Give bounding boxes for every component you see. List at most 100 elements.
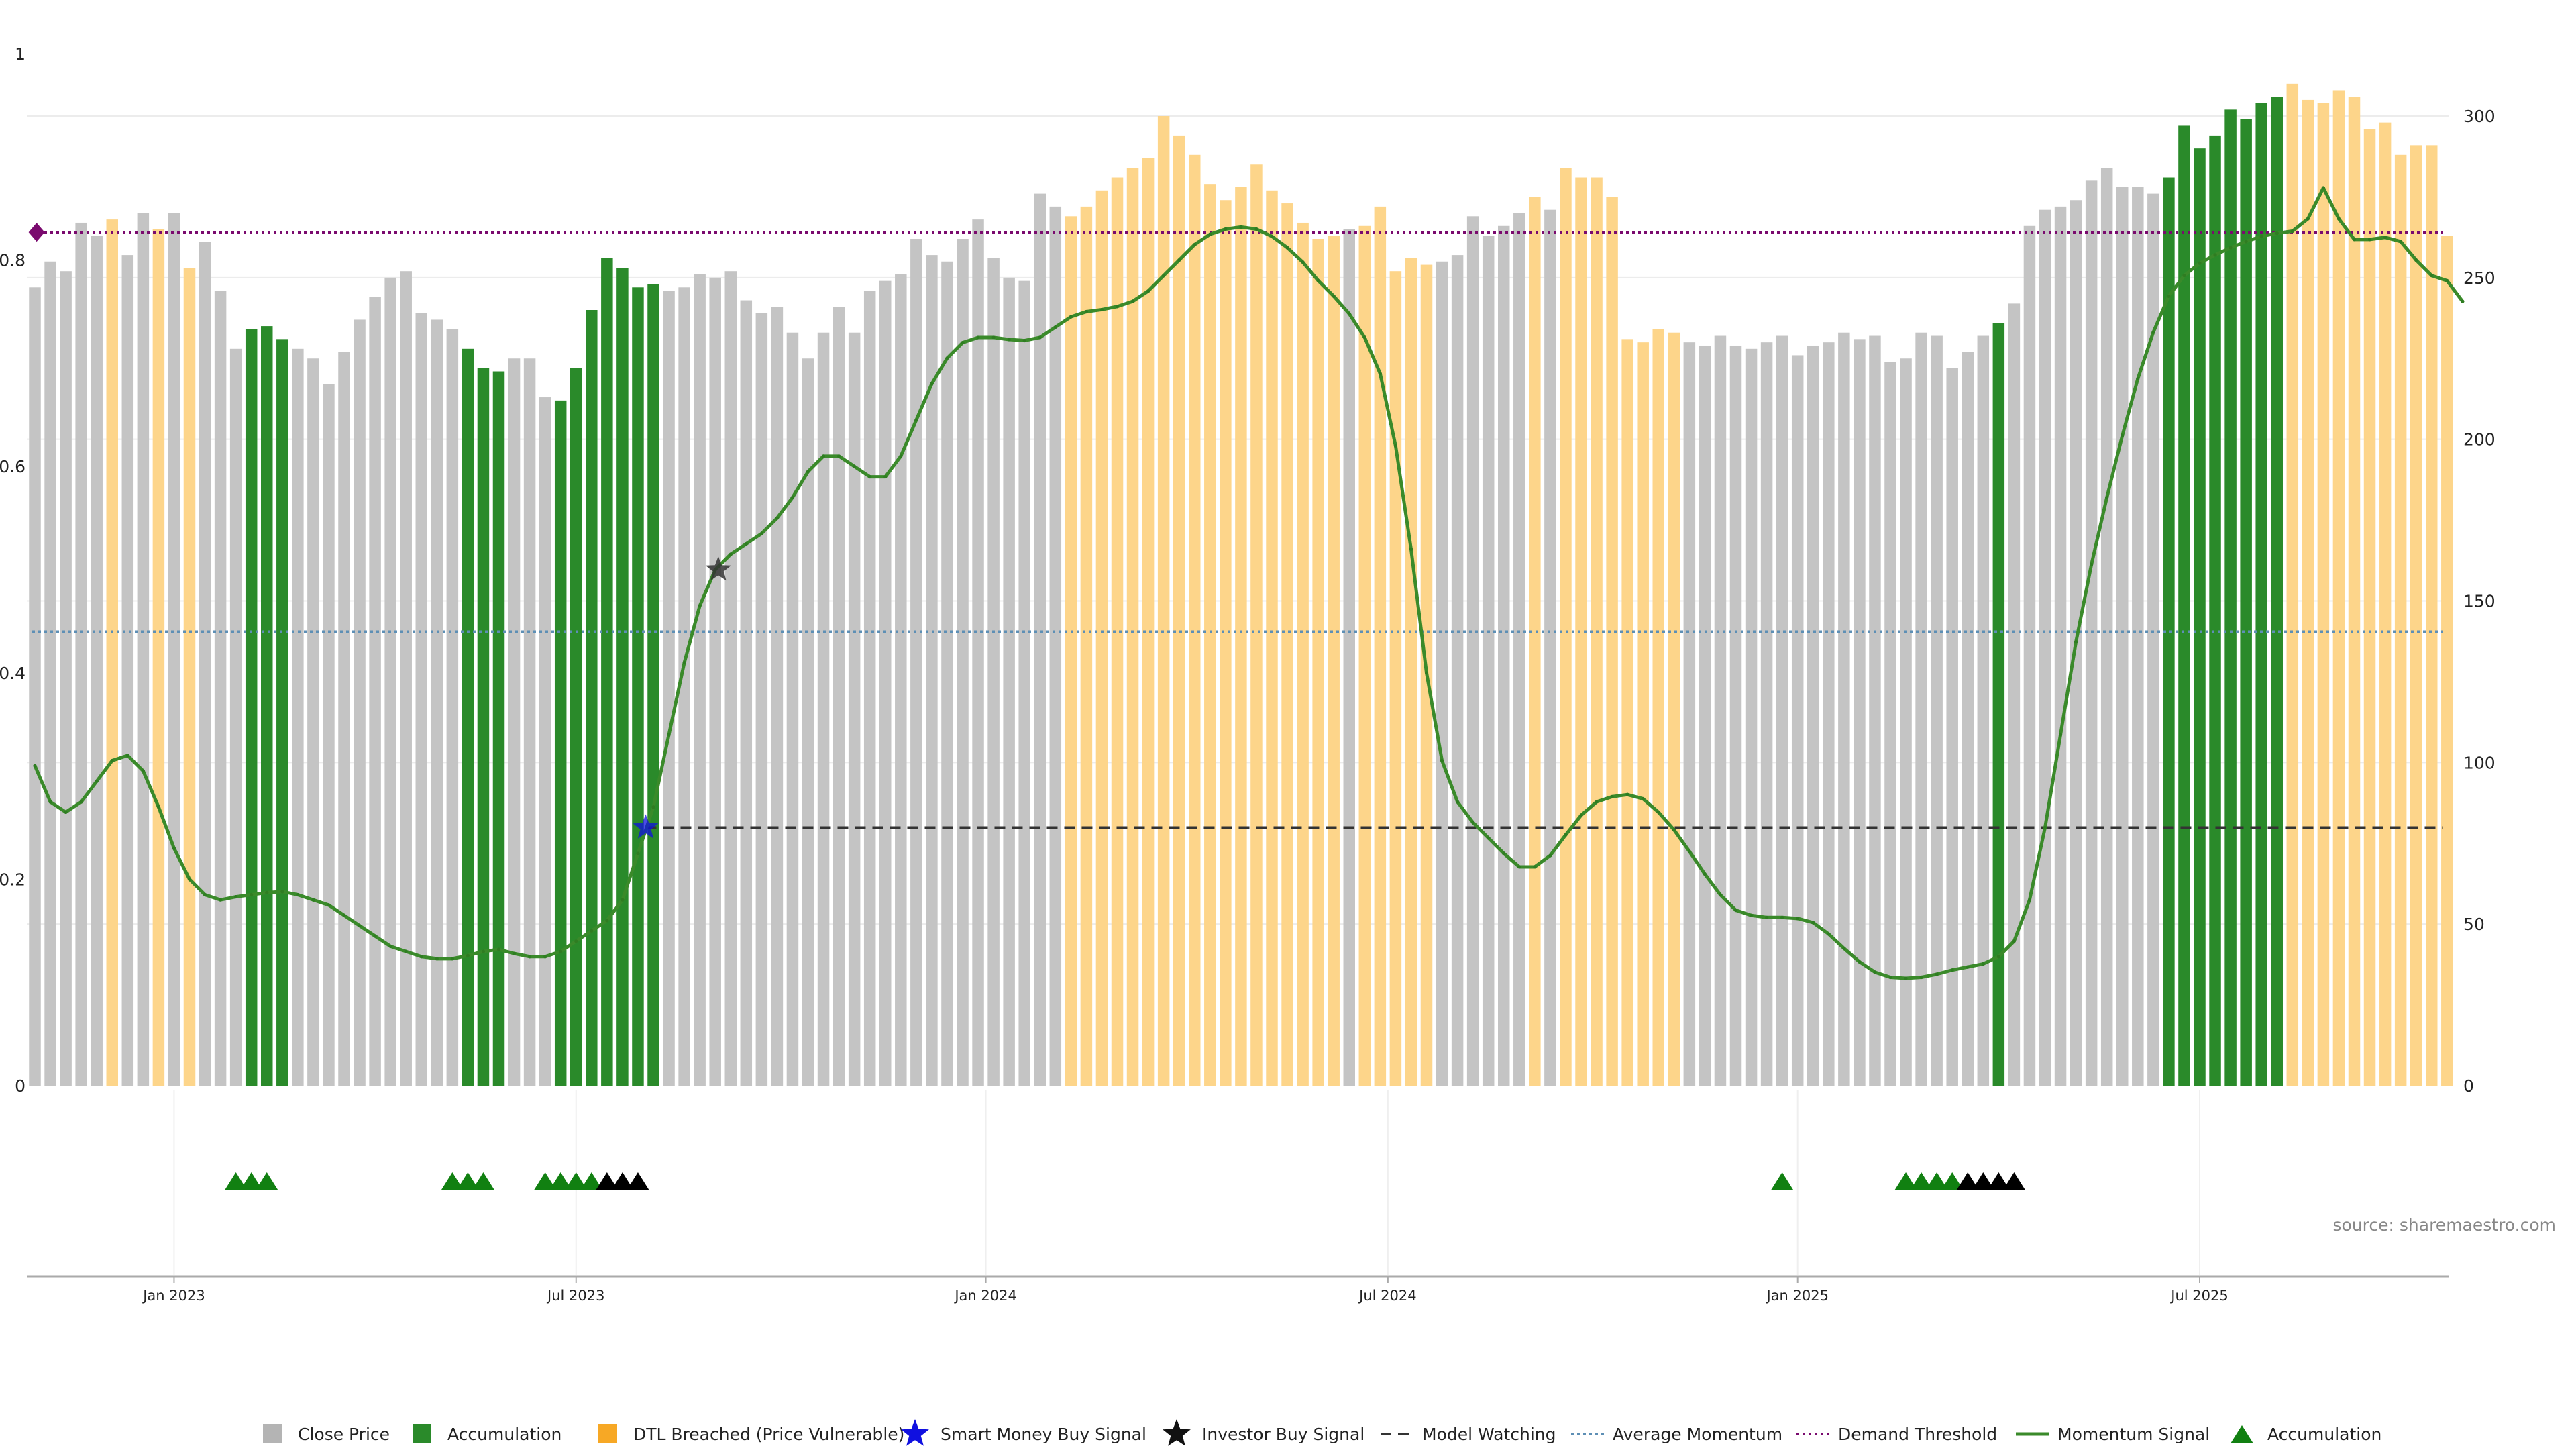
accumulation-marker xyxy=(565,1172,588,1190)
momentum-point xyxy=(1053,325,1057,329)
close-price-bar xyxy=(941,261,953,1086)
legend-label: Demand Threshold xyxy=(1838,1424,1997,1444)
accumulation-marker xyxy=(1925,1172,1948,1190)
dtl-breached-bar xyxy=(2332,90,2345,1086)
momentum-point xyxy=(1409,547,1413,551)
close-price-bar xyxy=(1498,225,1510,1086)
momentum-point xyxy=(775,516,779,520)
momentum-point xyxy=(95,779,99,783)
momentum-point xyxy=(1827,932,1831,936)
momentum-point xyxy=(1610,794,1614,798)
close-price-bar xyxy=(323,384,335,1086)
close-price-bar xyxy=(29,287,41,1086)
legend-item: Smart Money Buy Signal xyxy=(901,1419,1146,1446)
momentum-point xyxy=(48,800,52,804)
legend-square-icon xyxy=(413,1424,431,1443)
close-price-bar xyxy=(137,213,150,1086)
momentum-point xyxy=(651,805,655,809)
momentum-point xyxy=(2043,825,2047,830)
close-price-bar xyxy=(384,277,396,1086)
momentum-point xyxy=(1224,227,1228,231)
momentum-point xyxy=(2383,236,2387,240)
momentum-point xyxy=(79,800,83,804)
momentum-point xyxy=(265,890,269,894)
close-price-bar xyxy=(1018,280,1030,1086)
close-price-bar xyxy=(1807,345,1819,1086)
investor-marker xyxy=(1972,1172,1994,1190)
legend-label: Close Price xyxy=(298,1424,390,1444)
momentum-point xyxy=(976,335,980,340)
x-axis-tick-label: Jul 2024 xyxy=(1358,1288,1416,1304)
close-price-bar xyxy=(1854,339,1866,1086)
investor-marker xyxy=(1956,1172,1979,1190)
close-price-bar xyxy=(863,291,876,1086)
accumulation-marker xyxy=(549,1172,572,1190)
accumulation-bar xyxy=(2163,177,2175,1086)
momentum-point xyxy=(991,335,996,340)
close-price-bar xyxy=(1962,352,1974,1086)
momentum-point xyxy=(2136,376,2140,381)
close-price-bar xyxy=(1451,255,1464,1086)
close-price-bar xyxy=(1977,335,1990,1086)
left-axis-tick-label: 0 xyxy=(15,1076,25,1096)
close-price-bar xyxy=(1838,332,1850,1086)
close-price-bar xyxy=(1544,209,1556,1086)
close-price-bar xyxy=(740,300,753,1086)
momentum-point xyxy=(2321,186,2325,190)
momentum-point xyxy=(466,953,470,957)
accumulation-marker xyxy=(1941,1172,1964,1190)
legend-item: Momentum Signal xyxy=(2016,1424,2210,1444)
momentum-point xyxy=(899,454,903,458)
momentum-point xyxy=(1393,444,1397,448)
close-price-bar xyxy=(1869,335,1881,1086)
right-axis-tick-label: 250 xyxy=(2463,268,2496,288)
momentum-point xyxy=(2121,433,2125,437)
momentum-point xyxy=(342,913,346,917)
momentum-point xyxy=(203,892,207,897)
momentum-point xyxy=(33,764,37,768)
legend-item: Close Price xyxy=(263,1424,390,1444)
close-price-bar xyxy=(415,313,427,1086)
momentum-point xyxy=(1981,962,1985,966)
momentum-point xyxy=(590,929,594,933)
close-price-bar xyxy=(2008,303,2021,1086)
momentum-point xyxy=(1038,335,1042,340)
dtl-breached-bar xyxy=(2363,129,2376,1086)
momentum-point xyxy=(2074,640,2078,644)
close-price-bar xyxy=(1003,277,1015,1086)
momentum-point xyxy=(1919,975,1923,980)
momentum-point xyxy=(2090,562,2094,566)
momentum-point xyxy=(1162,274,1166,278)
close-price-bar xyxy=(1482,236,1495,1086)
accumulation-markers xyxy=(225,1172,2025,1190)
momentum-point xyxy=(1084,309,1088,314)
close-price-bar xyxy=(802,358,814,1086)
close-price-bar xyxy=(214,291,227,1086)
accumulation-bar xyxy=(477,368,490,1086)
close-price-bar xyxy=(508,358,521,1086)
accumulation-bar xyxy=(462,348,474,1086)
momentum-point xyxy=(1533,865,1537,869)
momentum-point xyxy=(559,949,563,953)
dtl-breached-bar xyxy=(1389,271,1402,1086)
legend-item: DTL Breached (Price Vulnerable) xyxy=(598,1424,904,1444)
momentum-point xyxy=(853,464,857,468)
right-axis-tick-label: 300 xyxy=(2463,107,2496,126)
momentum-point xyxy=(1177,258,1181,262)
accumulation-bar xyxy=(570,368,582,1086)
dtl-breached-bar xyxy=(1575,177,1587,1086)
demand-threshold-marker xyxy=(28,223,45,242)
dtl-breached-bar xyxy=(1621,339,1633,1086)
momentum-point xyxy=(1130,299,1135,303)
momentum-point xyxy=(1966,965,1970,969)
momentum-point xyxy=(2399,240,2403,244)
accumulation-bar xyxy=(2194,148,2206,1086)
momentum-point xyxy=(496,947,501,951)
momentum-signal-line xyxy=(33,186,2465,980)
close-price-bar xyxy=(1745,348,1758,1086)
momentum-point xyxy=(806,470,810,474)
momentum-point xyxy=(621,898,625,902)
momentum-point xyxy=(2027,898,2032,902)
accumulation-bar xyxy=(601,258,613,1086)
momentum-point xyxy=(1239,225,1243,229)
